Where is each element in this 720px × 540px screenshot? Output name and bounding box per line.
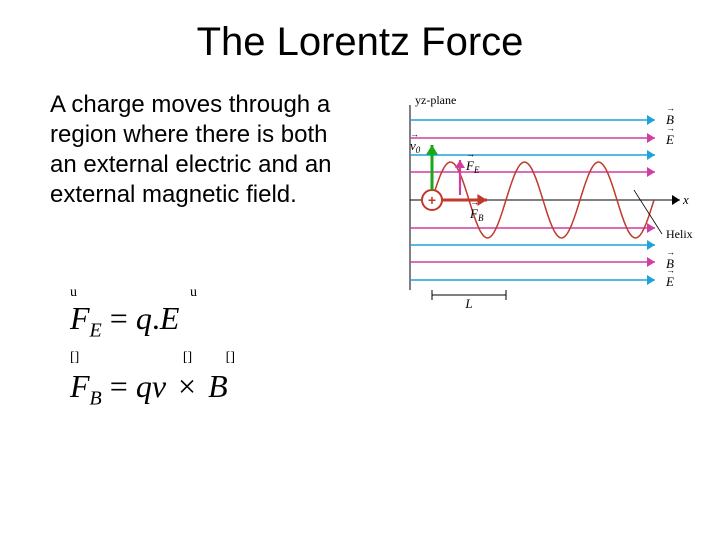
fb-cross: × (174, 368, 200, 404)
fe-q: q (136, 300, 152, 336)
svg-text:x: x (682, 192, 689, 207)
lorentz-diagram: +yz-planex→v0→FE→FB→B→E→B→EHelixL (380, 90, 700, 310)
fb-q: q (136, 368, 152, 404)
equations-block: u u FE = q.E [] [] [] FB = qv × B (70, 300, 235, 419)
svg-text:E: E (665, 274, 674, 289)
svg-text:v0: v0 (410, 138, 421, 155)
svg-text:Helix: Helix (666, 227, 693, 241)
svg-text:E: E (665, 132, 674, 147)
page-title: The Lorentz Force (0, 20, 720, 65)
fe-dot: . (152, 300, 160, 336)
svg-text:FE: FE (465, 158, 480, 175)
fb-sub: B (90, 388, 102, 410)
glyph-mid-2: [] (183, 350, 192, 365)
fb-B: B (208, 368, 228, 404)
body-paragraph: A charge moves through a region where th… (50, 90, 360, 210)
glyph-mid-row: [] [] [] (70, 350, 235, 366)
glyph-top-2: u (190, 286, 197, 300)
fb-v: v (152, 368, 166, 404)
glyph-top-1: u (70, 286, 77, 300)
fe-sub: E (90, 319, 102, 341)
equation-fb: FB = qv × B (70, 368, 235, 410)
glyph-mid-3: [] (226, 350, 235, 365)
equation-fe: u u FE = q.E (70, 300, 235, 342)
fb-lhs-F: F (70, 368, 90, 404)
fe-lhs-F: F (70, 300, 90, 336)
svg-text:L: L (464, 296, 472, 310)
svg-text:FB: FB (469, 206, 484, 223)
svg-text:+: + (428, 192, 436, 208)
svg-text:yz-plane: yz-plane (415, 93, 456, 107)
fe-E: E (160, 300, 180, 336)
glyph-mid-1: [] (70, 350, 79, 365)
